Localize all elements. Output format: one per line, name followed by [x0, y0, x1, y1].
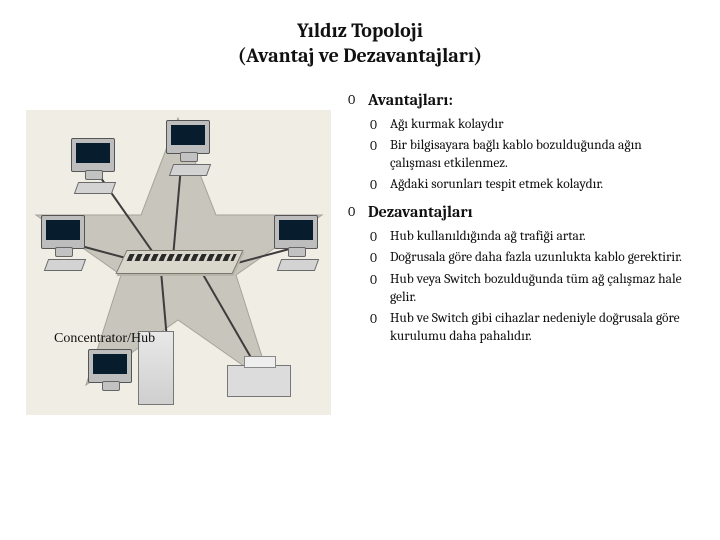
list-item: Bir bilgisayara bağlı kablo bozulduğunda… — [368, 137, 694, 173]
computer-icon — [88, 349, 132, 383]
printer-icon — [227, 365, 291, 397]
list-item: Hub veya Switch bozulduğunda tüm ağ çalı… — [368, 271, 694, 307]
list-item: Doğrusala göre daha fazla uzunlukta kabl… — [368, 249, 694, 267]
page-title: Yıldız Topoloji (Avantaj ve Dezavantajla… — [26, 18, 694, 68]
section-heading: Avantajları: — [368, 91, 453, 109]
disadvantage-items: Hub kullanıldığında ağ trafiği artar. Do… — [368, 228, 694, 346]
hub-label: Concentrator/Hub — [54, 331, 155, 347]
title-line-2: (Avantaj ve Dezavantajları) — [238, 44, 482, 67]
list-item: Ağı kurmak kolaydır — [368, 116, 694, 134]
hub-icon — [115, 250, 243, 274]
computer-icon — [71, 138, 115, 172]
list-item: Hub kullanıldığında ağ trafiği artar. — [368, 228, 694, 246]
list-item: Ağdaki sorunları tespit etmek kolaydır. — [368, 176, 694, 194]
list-item: Hub ve Switch gibi cihazlar nedeniyle do… — [368, 310, 694, 346]
section-disadvantages: Dezavantajları Hub kullanıldığında ağ tr… — [346, 202, 694, 346]
computer-icon — [274, 215, 318, 249]
text-panel: Avantajları: Ağı kurmak kolaydır Bir bil… — [346, 86, 694, 415]
section-advantages: Avantajları: Ağı kurmak kolaydır Bir bil… — [346, 90, 694, 194]
section-heading: Dezavantajları — [368, 203, 473, 221]
computer-icon — [166, 120, 210, 154]
computer-icon — [41, 215, 85, 249]
illustration-panel: Concentrator/Hub — [26, 110, 336, 415]
section-list: Avantajları: Ağı kurmak kolaydır Bir bil… — [346, 90, 694, 346]
advantage-items: Ağı kurmak kolaydır Bir bilgisayara bağl… — [368, 116, 694, 195]
content-columns: Concentrator/Hub Avantajları: Ağı kurmak… — [26, 86, 694, 415]
page: Yıldız Topoloji (Avantaj ve Dezavantajla… — [0, 0, 720, 415]
title-line-1: Yıldız Topoloji — [297, 19, 423, 42]
star-topology-diagram: Concentrator/Hub — [26, 110, 331, 415]
